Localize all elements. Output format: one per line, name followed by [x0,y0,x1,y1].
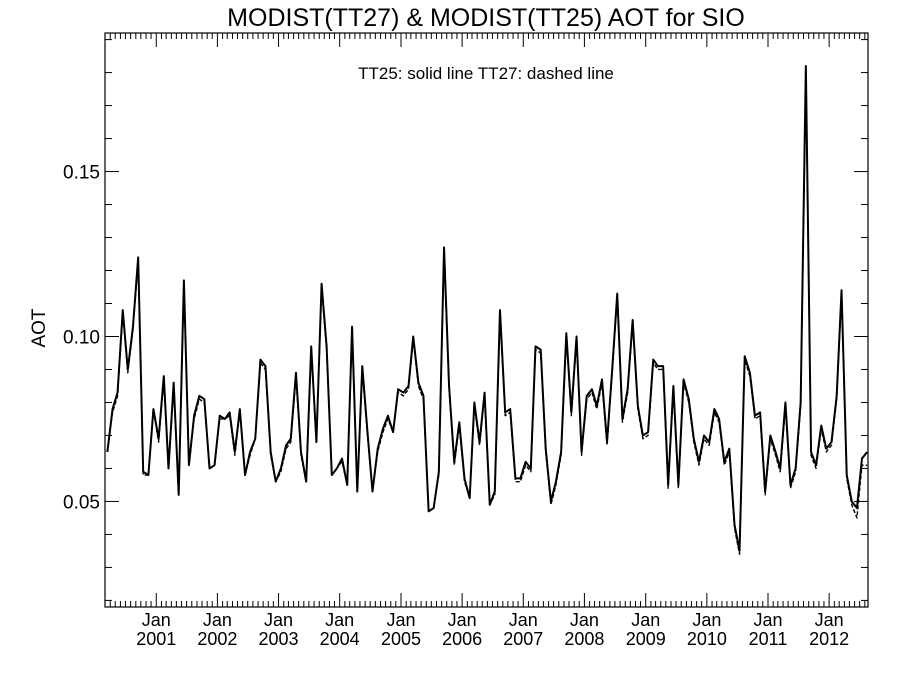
x-tick-label-year: 2007 [503,629,543,649]
x-tick-label-month: Jan [631,610,660,630]
x-tick-label-month: Jan [448,610,477,630]
x-tick-label-year: 2011 [749,629,788,649]
y-tick-label: 0.10 [63,327,100,348]
x-tick-label-month: Jan [203,610,232,630]
x-tick-label-year: 2010 [687,629,727,649]
y-axis-label: AOT [29,308,50,347]
y-tick-labels: 0.05 0.10 0.15 [63,163,100,514]
x-tick-label-month: Jan [386,610,415,630]
axis-ticks [105,33,868,607]
chart-annotation: TT25: solid line TT27: dashed line [358,64,614,83]
x-tick-label-month: Jan [815,610,844,630]
x-tick-label-year: 2002 [197,629,237,649]
series-line-tt27 [106,71,868,555]
x-tick-label-year: 2004 [320,629,360,649]
x-tick-label-month: Jan [692,610,721,630]
series-lines [106,64,868,555]
x-tick-label-year: 2006 [442,629,482,649]
series-line-tt25 [106,64,868,552]
x-tick-label-month: Jan [142,610,171,630]
x-tick-label-month: Jan [325,610,354,630]
x-tick-label-year: 2003 [259,629,299,649]
chart-title: MODIST(TT27) & MODIST(TT25) AOT for SIO [227,4,745,32]
x-tick-label-month: Jan [570,610,599,630]
x-tick-label-month: Jan [264,610,293,630]
x-tick-label-year: 2001 [136,629,176,649]
plot-frame [104,32,869,608]
x-tick-label-month: Jan [753,610,782,630]
x-tick-label-month: Jan [509,610,538,630]
x-tick-label-year: 2012 [809,629,849,649]
x-tick-label-year: 2005 [381,629,421,649]
x-tick-label-year: 2008 [564,629,604,649]
y-tick-label: 0.15 [63,163,100,184]
x-tick-label-year: 2009 [626,629,666,649]
y-tick-label: 0.05 [63,492,100,513]
x-tick-labels: Jan2001Jan2002Jan2003Jan2004Jan2005Jan20… [136,610,849,649]
